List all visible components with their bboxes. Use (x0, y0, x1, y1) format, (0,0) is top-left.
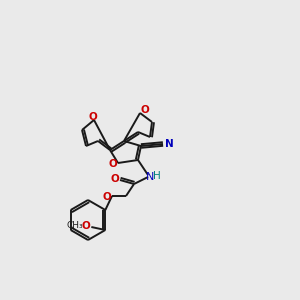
Text: O: O (109, 159, 117, 169)
Text: O: O (88, 112, 98, 122)
Text: O: O (103, 192, 111, 202)
Text: O: O (82, 221, 91, 231)
Text: N: N (146, 172, 154, 182)
Text: CH₃: CH₃ (66, 221, 82, 230)
Text: O: O (111, 174, 119, 184)
Text: O: O (141, 105, 149, 115)
Text: N: N (165, 139, 173, 149)
Text: H: H (153, 171, 161, 181)
